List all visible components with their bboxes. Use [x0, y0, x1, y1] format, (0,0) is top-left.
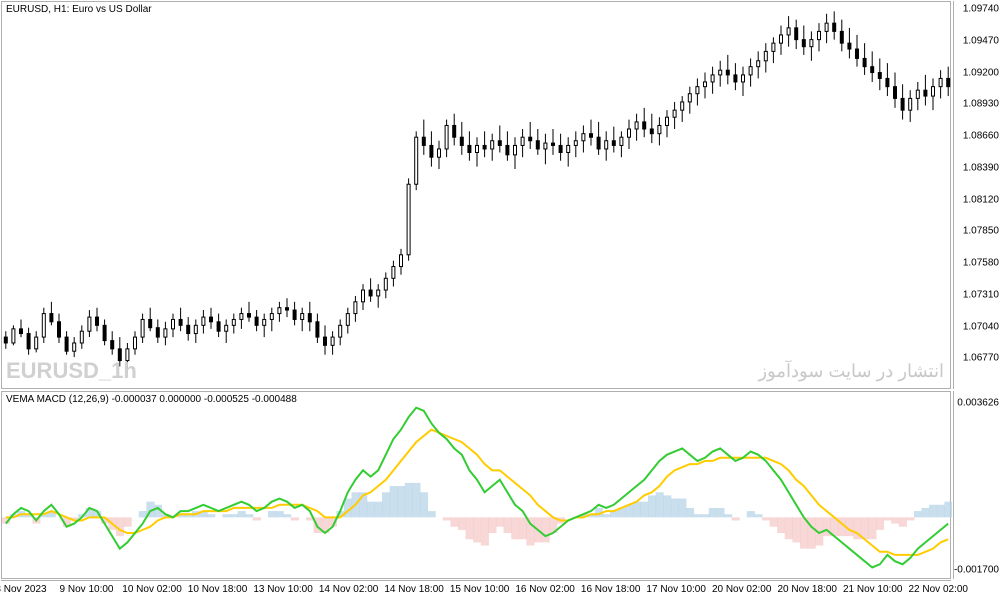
time-x-tick: 14 Nov 18:00 — [384, 584, 444, 595]
time-x-tick: 14 Nov 02:00 — [319, 584, 379, 595]
price-y-tick: 1.08390 — [963, 162, 999, 173]
watermark-symbol: EURUSD_1h — [6, 358, 137, 384]
price-y-tick: 1.08660 — [963, 131, 999, 142]
price-y-tick: 1.08930 — [963, 99, 999, 110]
time-x-tick: 10 Nov 02:00 — [122, 584, 182, 595]
indicator-chart-svg — [2, 392, 952, 580]
time-x-tick: 17 Nov 10:00 — [646, 584, 706, 595]
price-y-tick: 1.09470 — [963, 35, 999, 46]
price-y-tick: 1.08120 — [963, 194, 999, 205]
price-chart-svg — [2, 2, 952, 390]
indicator-chart-panel[interactable]: VEMA MACD (12,26,9) -0.000037 0.000000 -… — [1, 391, 951, 579]
time-x-tick: 21 Nov 10:00 — [843, 584, 903, 595]
price-chart-title: EURUSD, H1: Euro vs US Dollar — [6, 4, 152, 15]
price-y-tick: 1.07040 — [963, 321, 999, 332]
price-y-axis: 1.06770 1.07040 1.07310 1.07580 1.07850 1.081… — [953, 1, 1003, 389]
time-x-axis: 8 Nov 2023 9 Nov 10:00 10 Nov 02:00 10 Nov … — [1, 580, 951, 602]
time-x-tick: 8 Nov 2023 — [0, 584, 47, 595]
indicator-y-tick: 0.003626 — [957, 397, 999, 408]
price-y-tick: 1.07310 — [963, 289, 999, 300]
time-x-tick: 13 Nov 10:00 — [253, 584, 313, 595]
time-x-tick: 16 Nov 18:00 — [581, 584, 641, 595]
time-x-tick: 15 Nov 10:00 — [450, 584, 510, 595]
time-x-tick: 10 Nov 18:00 — [188, 584, 248, 595]
watermark-source: انتشار در سایت سودآموز — [758, 361, 944, 382]
time-x-tick: 22 Nov 02:00 — [908, 584, 968, 595]
price-y-tick: 1.09200 — [963, 67, 999, 78]
time-x-tick: 20 Nov 02:00 — [712, 584, 772, 595]
price-y-tick: 1.07850 — [963, 226, 999, 237]
time-x-tick: 9 Nov 10:00 — [60, 584, 114, 595]
price-y-tick: 1.07580 — [963, 258, 999, 269]
price-chart-panel[interactable]: EURUSD, H1: Euro vs US Dollar EURUSD_1h … — [1, 1, 951, 389]
price-y-tick: 1.06770 — [963, 353, 999, 364]
indicator-y-axis: -0.001700 0.003626 — [953, 391, 1003, 579]
time-x-tick: 16 Nov 02:00 — [515, 584, 575, 595]
indicator-title: VEMA MACD (12,26,9) -0.000037 0.000000 -… — [6, 394, 297, 405]
price-y-tick: 1.09740 — [963, 4, 999, 15]
indicator-y-tick: -0.001700 — [954, 564, 999, 575]
time-x-tick: 20 Nov 18:00 — [777, 584, 837, 595]
